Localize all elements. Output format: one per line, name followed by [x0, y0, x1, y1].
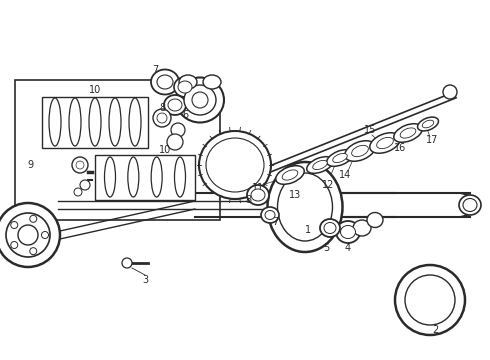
Text: 4: 4	[345, 243, 351, 253]
Ellipse shape	[313, 161, 327, 170]
Circle shape	[443, 85, 457, 99]
Ellipse shape	[109, 98, 121, 146]
Ellipse shape	[282, 170, 298, 180]
Ellipse shape	[69, 98, 81, 146]
Ellipse shape	[277, 173, 333, 241]
Circle shape	[395, 265, 465, 335]
Polygon shape	[15, 80, 220, 220]
Ellipse shape	[367, 212, 383, 228]
Text: 3: 3	[142, 275, 148, 285]
Ellipse shape	[49, 98, 61, 146]
Text: 16: 16	[394, 143, 406, 153]
Ellipse shape	[184, 85, 216, 115]
Text: 8: 8	[159, 103, 165, 113]
Ellipse shape	[174, 157, 186, 197]
Ellipse shape	[327, 150, 353, 166]
Circle shape	[30, 248, 37, 255]
Ellipse shape	[336, 221, 360, 243]
Ellipse shape	[129, 98, 141, 146]
Ellipse shape	[370, 133, 400, 153]
Ellipse shape	[377, 138, 393, 149]
Ellipse shape	[261, 207, 279, 223]
Circle shape	[76, 161, 84, 169]
Text: 5: 5	[323, 243, 329, 253]
Ellipse shape	[174, 77, 196, 97]
Ellipse shape	[276, 166, 304, 184]
Ellipse shape	[394, 124, 422, 142]
Text: 12: 12	[322, 180, 334, 190]
Text: 6: 6	[182, 110, 188, 120]
Ellipse shape	[164, 95, 186, 115]
Text: 8: 8	[245, 195, 251, 205]
Circle shape	[18, 225, 38, 245]
Ellipse shape	[179, 75, 197, 89]
Circle shape	[42, 231, 49, 239]
Circle shape	[72, 157, 88, 173]
Circle shape	[0, 203, 60, 267]
Text: 2: 2	[432, 325, 438, 335]
Ellipse shape	[345, 141, 375, 161]
Ellipse shape	[89, 98, 101, 146]
Ellipse shape	[268, 162, 343, 252]
Ellipse shape	[307, 157, 333, 173]
Circle shape	[80, 180, 90, 190]
Polygon shape	[95, 155, 195, 200]
Text: 15: 15	[364, 125, 376, 135]
Circle shape	[192, 92, 208, 108]
Ellipse shape	[128, 157, 139, 197]
Polygon shape	[42, 97, 148, 148]
Circle shape	[153, 109, 171, 127]
Text: 9: 9	[27, 160, 33, 170]
Text: 17: 17	[426, 135, 438, 145]
Ellipse shape	[417, 117, 439, 131]
Ellipse shape	[199, 131, 271, 199]
Ellipse shape	[151, 69, 179, 95]
Ellipse shape	[459, 195, 481, 215]
Text: 7: 7	[272, 217, 278, 227]
Ellipse shape	[151, 157, 162, 197]
Ellipse shape	[324, 222, 336, 234]
Ellipse shape	[206, 138, 264, 192]
Ellipse shape	[251, 189, 265, 201]
Ellipse shape	[353, 220, 371, 236]
Ellipse shape	[333, 153, 347, 163]
Ellipse shape	[265, 211, 275, 220]
Circle shape	[30, 215, 37, 222]
Circle shape	[171, 123, 185, 137]
Text: 1: 1	[305, 225, 311, 235]
Circle shape	[167, 134, 183, 150]
Text: 11: 11	[252, 183, 264, 193]
Ellipse shape	[157, 75, 173, 89]
Ellipse shape	[176, 77, 224, 122]
Ellipse shape	[104, 157, 116, 197]
Ellipse shape	[463, 198, 477, 212]
Text: 10: 10	[89, 85, 101, 95]
Ellipse shape	[247, 185, 269, 205]
Circle shape	[122, 258, 132, 268]
Ellipse shape	[203, 75, 221, 89]
Circle shape	[74, 188, 82, 196]
Circle shape	[157, 113, 167, 123]
Ellipse shape	[341, 225, 356, 239]
Ellipse shape	[168, 99, 182, 111]
Circle shape	[11, 242, 18, 248]
Text: 10: 10	[159, 145, 171, 155]
Ellipse shape	[352, 145, 368, 157]
Ellipse shape	[422, 120, 434, 128]
Circle shape	[6, 213, 50, 257]
Ellipse shape	[320, 219, 340, 237]
Ellipse shape	[178, 81, 192, 93]
Text: 14: 14	[339, 170, 351, 180]
Circle shape	[405, 275, 455, 325]
Text: 7: 7	[152, 65, 158, 75]
Circle shape	[11, 221, 18, 229]
Ellipse shape	[400, 128, 416, 138]
Text: 13: 13	[289, 190, 301, 200]
